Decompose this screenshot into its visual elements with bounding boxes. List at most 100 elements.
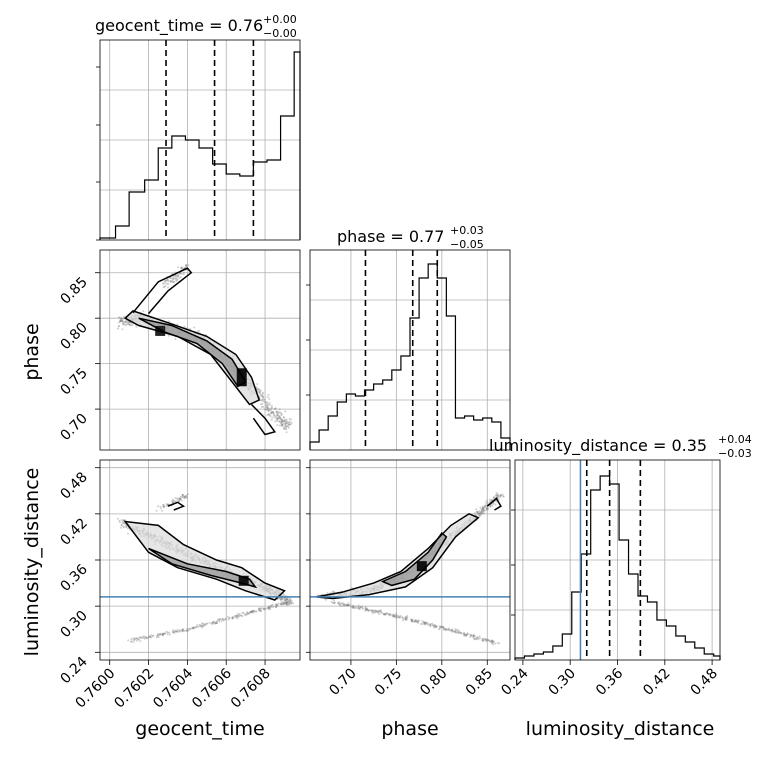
sample-point <box>325 598 328 601</box>
sample-point <box>268 401 271 404</box>
sample-point <box>161 632 164 635</box>
sample-point <box>260 394 263 397</box>
sample-point <box>271 411 273 414</box>
sample-point <box>439 626 442 629</box>
sample-point <box>144 636 147 639</box>
sample-point <box>163 632 166 635</box>
sample-point <box>169 276 172 279</box>
sample-point <box>458 630 461 633</box>
sample-point <box>121 322 124 325</box>
sample-point <box>157 636 160 639</box>
sample-point <box>128 324 131 327</box>
sample-point <box>253 610 256 613</box>
sample-point <box>258 609 261 612</box>
sample-point <box>162 282 165 285</box>
sample-point <box>258 392 261 395</box>
sample-point <box>267 413 270 416</box>
sample-point <box>124 321 127 324</box>
axes-frame <box>309 249 511 451</box>
scatter-points <box>117 310 293 434</box>
sample-point <box>183 496 186 499</box>
sample-point <box>464 633 467 636</box>
sample-point <box>366 609 369 612</box>
sample-point <box>256 383 259 385</box>
tick-label-x: 0.70 <box>326 666 359 699</box>
sample-point <box>180 498 182 501</box>
scatter-points-upper <box>155 493 189 512</box>
sample-point <box>142 635 145 638</box>
sample-point <box>193 627 196 630</box>
sample-point <box>444 628 447 631</box>
sample-point <box>429 623 432 626</box>
sample-point <box>192 626 195 629</box>
sample-point <box>116 517 119 520</box>
sample-point <box>284 410 287 413</box>
sample-point <box>275 411 278 414</box>
sample-point <box>245 613 248 616</box>
sample-point <box>162 505 165 508</box>
sample-point <box>267 393 270 396</box>
sample-point <box>182 273 185 276</box>
sample-point <box>191 627 193 630</box>
sample-point <box>270 411 273 414</box>
sample-point <box>201 624 204 627</box>
sample-point <box>164 284 167 287</box>
sample-point <box>124 320 127 323</box>
sample-point <box>472 635 475 638</box>
sample-point <box>276 417 279 420</box>
sample-point <box>274 420 277 423</box>
density-fill-outer <box>125 310 260 405</box>
sample-point <box>416 620 419 623</box>
sample-point <box>260 403 263 406</box>
sample-point <box>268 414 271 417</box>
sample-point <box>290 600 293 603</box>
sample-point <box>278 424 281 427</box>
sample-point <box>255 386 258 389</box>
sample-point <box>484 505 487 508</box>
sample-point <box>435 625 438 628</box>
sample-point <box>394 615 397 618</box>
sample-point <box>275 603 277 606</box>
sample-point <box>475 637 478 640</box>
sample-point <box>380 611 383 613</box>
sample-point <box>178 497 181 500</box>
sample-point <box>179 272 181 275</box>
sample-point <box>250 610 253 613</box>
sample-point <box>123 526 126 529</box>
sample-point <box>473 637 476 640</box>
sample-point <box>251 610 254 613</box>
sample-point <box>162 503 165 506</box>
sample-point <box>274 407 277 410</box>
title-geocent-time-sup: +0.00 <box>263 13 297 26</box>
sample-point <box>485 507 488 510</box>
sample-point <box>235 615 238 618</box>
sample-point <box>488 498 491 501</box>
sample-point <box>122 323 125 326</box>
sample-point <box>260 609 262 612</box>
sample-point <box>179 276 182 279</box>
sample-point <box>253 609 256 612</box>
sample-point <box>121 320 124 323</box>
sample-point <box>288 420 291 423</box>
sample-point <box>402 617 405 620</box>
sample-point <box>476 636 479 639</box>
sample-point <box>331 590 334 593</box>
panel-luminosity-hist: 0.24 0.30 0.36 0.42 0.48 <box>498 459 721 699</box>
sample-point <box>261 402 264 405</box>
sample-point <box>285 421 288 424</box>
sample-point <box>289 423 292 426</box>
sample-point <box>119 319 122 322</box>
sample-point <box>123 315 126 318</box>
sample-point <box>281 425 284 428</box>
sample-point <box>462 633 465 636</box>
sample-point <box>265 406 267 409</box>
sample-point <box>284 422 287 425</box>
sample-point <box>178 276 181 279</box>
sample-point <box>366 607 369 610</box>
sample-point <box>286 602 288 605</box>
sample-point <box>193 326 196 329</box>
sample-point <box>212 621 214 624</box>
sample-point <box>482 510 485 513</box>
sample-point <box>285 602 288 605</box>
